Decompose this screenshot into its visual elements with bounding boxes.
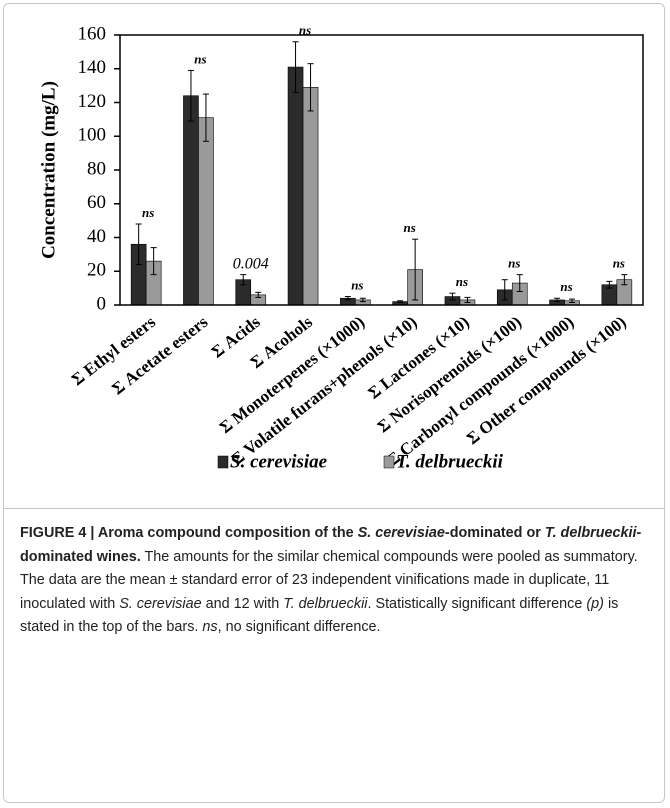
y-tick-label: 20 (87, 260, 106, 281)
error-bar (554, 297, 561, 303)
caption-title: -dominated or (444, 525, 545, 541)
error-bar (344, 296, 351, 301)
significance-label: ns (351, 278, 363, 293)
error-bar (464, 296, 471, 303)
y-tick-label: 0 (97, 293, 107, 314)
caption-title: FIGURE 4 | Aroma compound composition of… (20, 525, 358, 541)
error-bar (501, 279, 508, 301)
significance-label: ns (456, 274, 468, 289)
legend-swatch (383, 455, 395, 469)
significance-label: ns (508, 256, 520, 271)
caption-text: . Statistically significant difference (367, 595, 587, 612)
caption-title: S. cerevisiae (357, 525, 445, 541)
x-tick-label: Σ Acetate esters (108, 312, 211, 399)
error-bar (307, 63, 314, 112)
bar (183, 95, 199, 306)
caption-text: , no significant difference. (217, 619, 381, 636)
caption-text: and 12 with (201, 595, 284, 612)
caption-text: T. delbrueckii (283, 595, 368, 612)
error-bar (292, 41, 299, 93)
error-bar (135, 223, 142, 265)
caption: FIGURE 4 | Aroma compound composition of… (20, 522, 650, 640)
plot-frame (119, 34, 644, 306)
significance-label: ns (560, 279, 572, 294)
significance-label: 0.004 (233, 255, 269, 272)
y-tick-label: 120 (78, 91, 107, 112)
error-bar (150, 247, 157, 276)
separator (4, 508, 664, 509)
error-bar (569, 298, 576, 303)
significance-label: ns (194, 51, 206, 66)
chart: Concentration (mg/L) 0 20 40 60 80 100 120 140 1… (38, 23, 644, 472)
legend-swatch (217, 455, 229, 469)
caption-title: -dominated wines. (20, 525, 642, 565)
error-bar (412, 238, 419, 301)
y-tick-label: 140 (78, 57, 107, 78)
caption-title: T. delbrueckii (544, 525, 637, 541)
significance-label: ns (142, 205, 154, 220)
bar (198, 117, 214, 306)
error-bar (397, 300, 404, 303)
error-bar (240, 274, 247, 286)
caption-text: ns (202, 619, 218, 636)
legend-label: S. cerevisiae (230, 451, 328, 472)
y-tick-label: 60 (87, 192, 106, 213)
caption-text: is stated in the top of the bars. (20, 595, 619, 636)
caption-text: S. cerevisiae (119, 595, 202, 612)
error-bar (449, 292, 456, 301)
error-bar (255, 291, 262, 298)
error-bar (606, 280, 613, 289)
y-tick-label: 80 (87, 158, 106, 179)
significance-label: ns (613, 256, 625, 271)
bar (287, 66, 304, 306)
error-bar (187, 69, 194, 122)
y-axis-title: Concentration (mg/L) (38, 81, 59, 259)
caption-text: The amounts for the similar chemical com… (20, 548, 638, 612)
bar (302, 87, 319, 306)
y-tick-label: 160 (78, 23, 107, 44)
significance-label: ns (299, 23, 311, 38)
figure-frame (3, 3, 665, 803)
error-bar (202, 93, 209, 142)
error-bar (516, 274, 523, 292)
legend-label: T. delbrueckii (396, 451, 504, 472)
caption-text: (p) (586, 595, 604, 612)
error-bar (359, 297, 366, 303)
significance-label: ns (404, 220, 416, 235)
y-tick-label: 100 (78, 125, 107, 146)
error-bar (621, 274, 628, 286)
y-tick-label: 40 (87, 226, 106, 247)
